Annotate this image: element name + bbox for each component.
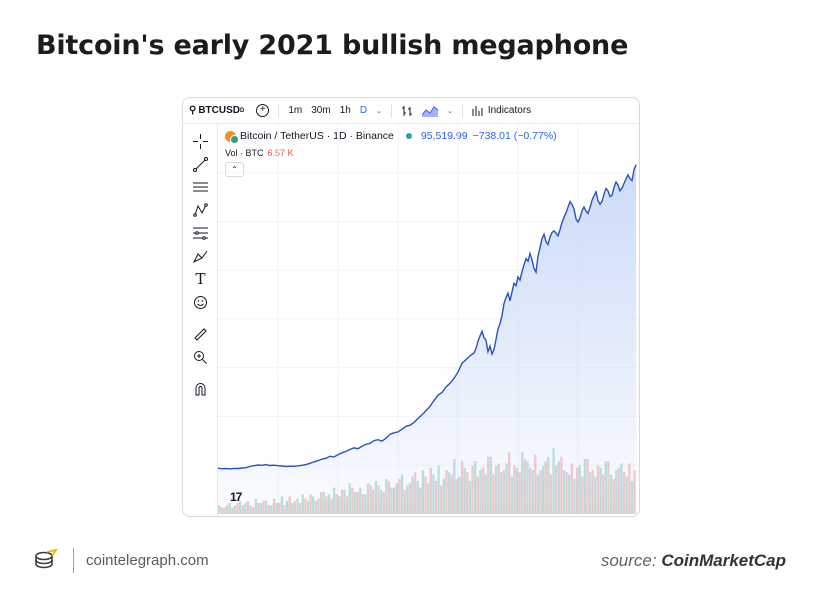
- chart-type-dropdown-icon[interactable]: ⌄: [446, 107, 453, 115]
- legend-change: −738.01 (−0.77%): [472, 130, 557, 142]
- search-icon: ⚲: [189, 105, 197, 116]
- indicators-icon: [472, 105, 483, 116]
- drawing-toolbar: T: [183, 124, 218, 516]
- symbol-label: BTCUSD: [198, 105, 240, 116]
- source-name: CoinMarketCap: [661, 551, 786, 570]
- area-style-icon[interactable]: [421, 105, 438, 117]
- headline: Bitcoin's early 2021 bullish megaphone: [36, 30, 629, 61]
- volume-label: Vol · BTC: [225, 148, 264, 158]
- timeframe-1m[interactable]: 1m: [288, 105, 303, 116]
- emoji-icon[interactable]: [193, 295, 208, 310]
- market-status-icon: [405, 133, 412, 139]
- horizontal-lines-icon[interactable]: [193, 180, 208, 195]
- footer-divider: [73, 548, 74, 573]
- volume-legend: Vol · BTC 6.57 K: [225, 148, 294, 158]
- collapse-legend-button[interactable]: ⌃: [225, 162, 244, 177]
- bars-style-icon[interactable]: [401, 105, 413, 117]
- price-area: [218, 164, 636, 514]
- symbol-superscript-icon: D: [240, 107, 245, 114]
- pattern-icon[interactable]: [193, 203, 208, 218]
- volume-value: 6.57 K: [267, 148, 294, 158]
- price-chart: [218, 124, 638, 514]
- fib-retracement-icon[interactable]: [193, 226, 208, 241]
- symbol-search[interactable]: ⚲ BTCUSD D: [189, 105, 244, 116]
- compare-add-button[interactable]: +: [256, 104, 270, 117]
- bitcoin-tether-icon: [225, 130, 239, 144]
- timeframe-dropdown-icon[interactable]: ⌄: [376, 107, 382, 115]
- indicators-label: Indicators: [487, 105, 532, 116]
- source-prefix: source:: [600, 551, 657, 570]
- magnet-icon[interactable]: [193, 382, 208, 397]
- zoom-in-icon[interactable]: [193, 350, 208, 365]
- timeframe-d[interactable]: D: [359, 105, 368, 116]
- chart-toolbar: ⚲ BTCUSD D + 1m 30m 1h D ⌄ ⌄ Indicators: [183, 98, 639, 124]
- price-line: [218, 164, 637, 470]
- toolbar-divider: [278, 103, 280, 118]
- tradingview-logo: 17: [230, 490, 242, 504]
- legend-price: 95,519.99: [420, 130, 468, 142]
- crosshair-icon[interactable]: [193, 134, 208, 149]
- ruler-icon[interactable]: [193, 327, 208, 342]
- timeframe-1h[interactable]: 1h: [339, 105, 351, 116]
- timeframe-30m[interactable]: 30m: [311, 105, 331, 116]
- cointelegraph-logo-icon: [35, 548, 58, 569]
- footer-site[interactable]: cointelegraph.com: [86, 552, 209, 569]
- toolbar-divider: [461, 103, 463, 118]
- toolbar-divider: [390, 103, 392, 118]
- source-credit: source: CoinMarketCap: [601, 551, 786, 571]
- indicators-button[interactable]: Indicators: [472, 105, 531, 117]
- text-tool-icon[interactable]: T: [195, 270, 206, 288]
- trend-line-icon[interactable]: [193, 157, 208, 172]
- chart-widget: ⚲ BTCUSD D + 1m 30m 1h D ⌄ ⌄ Indicators: [182, 97, 640, 517]
- brush-icon[interactable]: [192, 249, 208, 264]
